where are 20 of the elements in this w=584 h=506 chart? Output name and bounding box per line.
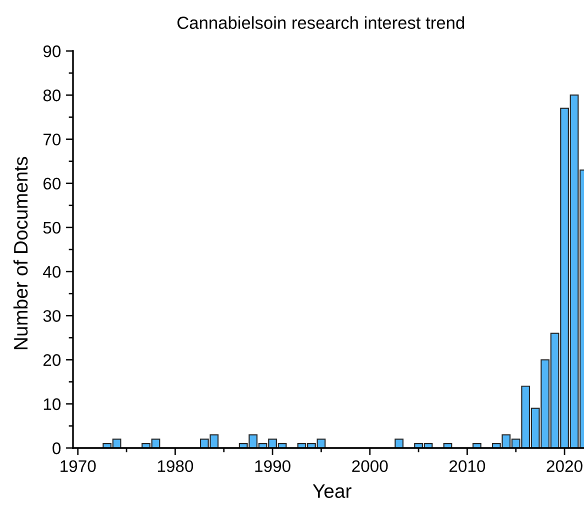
y-tick-label: 30 <box>43 310 61 322</box>
x-tick-label: 2020 <box>546 460 582 472</box>
y-tick-label: 10 <box>44 398 61 410</box>
x-axis-title: Year <box>312 484 352 498</box>
y-axis-title: Number of Documents <box>13 156 28 350</box>
x-tick-label: 2000 <box>352 460 388 472</box>
y-tick-label: 50 <box>43 222 61 234</box>
y-tick-label: 70 <box>44 134 61 146</box>
y-tick-label: 60 <box>44 178 61 190</box>
y-tick-label: 0 <box>52 442 61 454</box>
chart-title: Cannabielsoin research interest trend <box>177 16 464 29</box>
y-tick-label: 40 <box>43 266 61 278</box>
x-tick-label: 1980 <box>158 460 194 472</box>
x-tick-label: 1990 <box>255 460 290 472</box>
x-tick-label: 1970 <box>60 460 96 472</box>
y-tick-label: 90 <box>43 45 61 58</box>
y-tick-label: 20 <box>43 354 61 366</box>
bar <box>394 438 404 448</box>
x-tick-label: 2010 <box>450 460 486 472</box>
y-tick-label: 80 <box>43 90 61 102</box>
